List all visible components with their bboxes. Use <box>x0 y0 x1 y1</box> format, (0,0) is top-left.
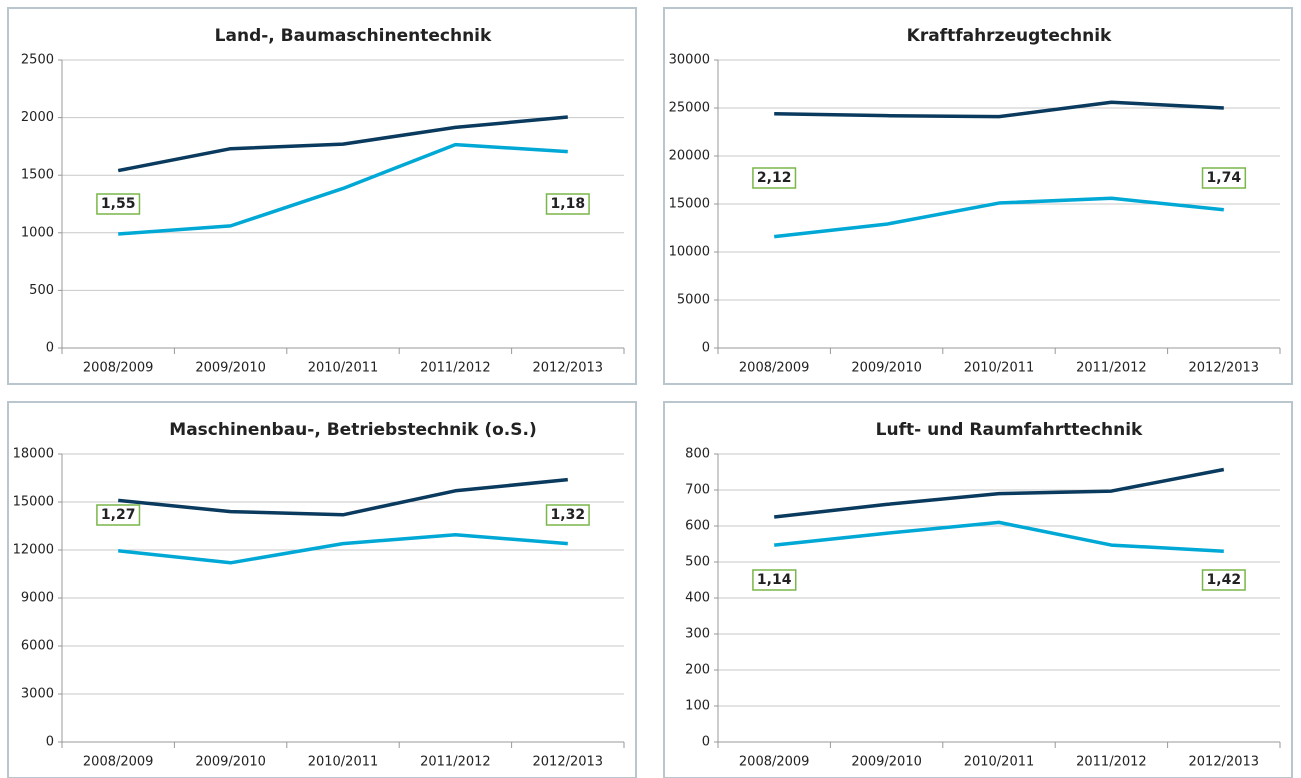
x-tick-label: 2010/2011 <box>964 755 1035 770</box>
chart-title: Land-, Baumaschinentechnik <box>215 26 492 46</box>
y-tick-label: 30000 <box>669 53 710 68</box>
y-tick-label: 5000 <box>677 293 710 308</box>
annotation-box <box>545 193 590 215</box>
x-tick-label: 2012/2013 <box>533 755 604 770</box>
x-tick-label: 2008/2009 <box>739 361 810 376</box>
annotation-box <box>752 167 797 189</box>
x-tick-label: 2008/2009 <box>739 755 810 770</box>
y-tick-label: 300 <box>685 627 710 642</box>
y-tick-label: 600 <box>685 519 710 534</box>
x-tick-label: 2010/2011 <box>308 755 379 770</box>
y-tick-label: 500 <box>29 283 54 298</box>
x-tick-label: 2009/2010 <box>851 755 922 770</box>
chart-title: Kraftfahrzeugtechnik <box>907 26 1112 46</box>
annotation-box <box>96 193 141 215</box>
line-series <box>118 142 568 236</box>
annotation: 1,42 <box>1207 572 1242 588</box>
x-tick-label: 2011/2012 <box>420 755 491 770</box>
y-tick-label: 200 <box>685 663 710 678</box>
chart-panel: Land-, Baumaschinentechnik 0 500 1000 1500 20… <box>7 7 637 385</box>
y-tick-label: 0 <box>46 735 54 750</box>
line-series <box>118 533 568 565</box>
annotation: 1,27 <box>101 507 136 523</box>
x-tick-label: 2009/2010 <box>195 361 266 376</box>
y-tick-label: 800 <box>685 447 710 462</box>
y-tick-label: 0 <box>702 735 710 750</box>
annotation-box <box>96 504 141 526</box>
annotation: 1,32 <box>551 507 586 523</box>
annotation: 1,74 <box>1207 170 1242 186</box>
x-tick-label: 2012/2013 <box>1189 361 1260 376</box>
annotation: 1,55 <box>101 196 136 212</box>
annotation-box <box>1201 167 1247 189</box>
panel-border <box>7 401 637 778</box>
y-tick-label: 400 <box>685 591 710 606</box>
line-series <box>774 196 1224 239</box>
x-tick-label: 2011/2012 <box>420 361 491 376</box>
annotation: 1,18 <box>551 196 586 212</box>
annotation-box <box>752 569 797 591</box>
y-tick-label: 2500 <box>21 53 54 68</box>
annotation-box <box>1201 569 1246 591</box>
x-tick-label: 2009/2010 <box>851 361 922 376</box>
line-series <box>774 467 1225 519</box>
y-tick-label: 1000 <box>21 225 54 240</box>
y-tick-label: 20000 <box>669 149 710 164</box>
x-tick-label: 2012/2013 <box>1189 755 1260 770</box>
annotation-box <box>545 504 590 526</box>
y-tick-label: 15000 <box>13 495 54 510</box>
line-series <box>774 100 1224 119</box>
x-tick-label: 2008/2009 <box>83 755 154 770</box>
y-tick-label: 10000 <box>669 245 710 260</box>
x-tick-label: 2009/2010 <box>195 755 266 770</box>
annotation: 1,14 <box>757 572 792 588</box>
y-tick-label: 12000 <box>13 543 54 558</box>
line-series <box>118 477 568 517</box>
x-tick-label: 2010/2011 <box>308 361 379 376</box>
x-tick-label: 2012/2013 <box>533 361 604 376</box>
y-tick-label: 700 <box>685 483 710 498</box>
y-tick-label: 1500 <box>21 168 54 183</box>
x-tick-label: 2008/2009 <box>83 361 154 376</box>
line-series <box>117 115 568 173</box>
x-tick-label: 2011/2012 <box>1076 361 1147 376</box>
chart-title: Maschinenbau-, Betriebstechnik (o.S.) <box>169 420 536 440</box>
x-tick-label: 2011/2012 <box>1076 755 1147 770</box>
y-tick-label: 18000 <box>13 447 54 462</box>
y-tick-label: 500 <box>685 555 710 570</box>
y-tick-label: 0 <box>46 341 54 356</box>
y-tick-label: 15000 <box>669 197 710 212</box>
line-series <box>774 520 1224 553</box>
y-tick-label: 6000 <box>21 639 54 654</box>
panel-border <box>663 7 1293 385</box>
chart-panel: Kraftfahrzeugtechnik 0 5000 10000 15000 20000… <box>663 7 1293 385</box>
x-tick-label: 2010/2011 <box>964 361 1035 376</box>
annotation: 2,12 <box>757 170 792 186</box>
y-tick-label: 3000 <box>21 687 54 702</box>
chart-panel: Luft- und Raumfahrttechnik 0 100 200 300 400 5… <box>663 401 1293 778</box>
y-tick-label: 2000 <box>21 110 54 125</box>
y-tick-label: 9000 <box>21 591 54 606</box>
chart-panel: Maschinenbau-, Betriebstechnik (o.S.) 0 30… <box>7 401 637 778</box>
y-tick-label: 25000 <box>669 101 710 116</box>
chart-title: Luft- und Raumfahrttechnik <box>876 420 1143 440</box>
y-tick-label: 100 <box>685 699 710 714</box>
y-tick-label: 0 <box>702 341 710 356</box>
